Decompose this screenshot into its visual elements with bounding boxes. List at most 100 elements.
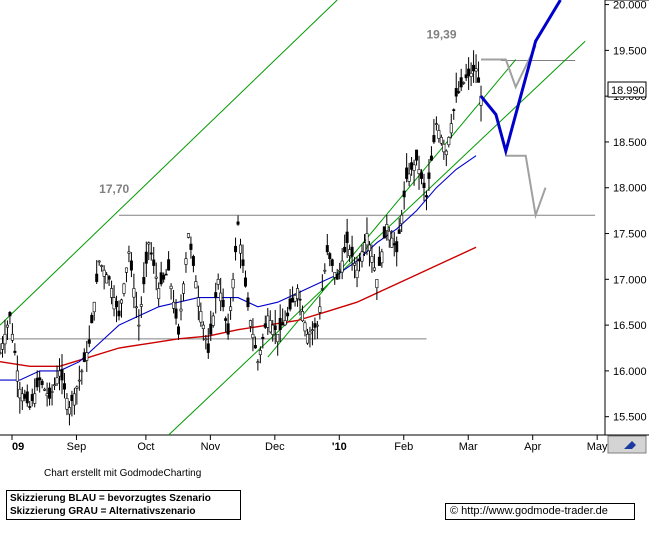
candle-body [33, 393, 37, 404]
candle-body [154, 276, 158, 279]
candle-body [219, 292, 223, 302]
x-tick-label: 09 [12, 441, 24, 453]
candle-body [181, 283, 185, 294]
channel-line [168, 40, 586, 436]
candle-body [417, 169, 421, 174]
candle-body [281, 323, 285, 326]
candle-body [328, 253, 332, 260]
candle-body [206, 343, 210, 353]
candle-body [320, 288, 324, 290]
candle-body [122, 283, 126, 294]
candle-body [167, 259, 171, 271]
scenario-grey-down [505, 154, 547, 220]
candle-body [442, 143, 446, 153]
candle-body [162, 274, 166, 280]
candle-body [149, 252, 153, 255]
candle-body [15, 370, 19, 382]
candle-body [224, 318, 228, 321]
y-tick-label: 18.500 [613, 137, 647, 149]
candle-body [226, 323, 230, 335]
candle-body [256, 361, 260, 364]
chart-credit: Chart erstellt mit GodmodeCharting [44, 468, 202, 479]
candle-body [291, 297, 295, 303]
candle-body [117, 310, 121, 317]
candle-body [325, 245, 329, 253]
candle-body [338, 269, 342, 272]
candle-body [303, 322, 307, 332]
candle-body [439, 137, 443, 144]
candle-body [330, 259, 334, 266]
candle-body [137, 324, 141, 327]
candle-body [340, 260, 344, 273]
candle-body [102, 269, 106, 277]
source-link[interactable]: © http://www.godmode-trader.de [445, 503, 635, 520]
candle-body [402, 190, 406, 198]
candle-body [288, 298, 292, 310]
chart-tool-icon [624, 441, 636, 449]
candle-body [70, 394, 74, 401]
candle-body [432, 135, 436, 143]
candle-body [370, 256, 374, 263]
candle-body [77, 379, 81, 382]
chart-tool-button[interactable] [607, 435, 647, 454]
candle-body [53, 384, 57, 387]
candle-body [355, 269, 359, 279]
y-tick-label: 16.500 [613, 320, 647, 332]
candle-body [385, 224, 389, 231]
candle-body [427, 172, 431, 179]
candle-body [231, 279, 235, 289]
candle-body [236, 221, 240, 225]
candle-body [201, 324, 205, 329]
candle-body [343, 246, 347, 253]
candle-body [261, 336, 265, 340]
candle-body [90, 314, 94, 324]
candle-body [127, 251, 131, 254]
candle-body [243, 277, 247, 287]
candle-body [429, 155, 433, 161]
y-tick-label: 18.000 [613, 183, 647, 195]
candle-body [177, 326, 181, 335]
x-tick-label: Sep [67, 441, 87, 453]
candle-body [194, 281, 198, 289]
candle-body [420, 172, 424, 179]
candle-body [395, 241, 399, 253]
candle-body [139, 304, 143, 307]
candle-body [424, 195, 428, 198]
candle-body [115, 301, 119, 308]
candle-body [410, 162, 414, 170]
candle-body [434, 123, 438, 125]
candle-body [152, 259, 156, 266]
y-tick-label: 19.500 [613, 45, 647, 57]
candle-body [204, 338, 208, 341]
candle-body [415, 149, 419, 161]
candle-body [392, 243, 396, 246]
candle-body [474, 68, 478, 72]
candle-body [382, 226, 386, 239]
last-price-label: 18.990 [611, 85, 645, 97]
candle-body [105, 274, 109, 284]
candle-body [241, 259, 245, 266]
candle-body [85, 352, 89, 361]
moving-average-short [0, 155, 477, 381]
candle-body [164, 273, 168, 276]
x-tick-label: Dec [265, 441, 285, 453]
candle-body [457, 91, 461, 93]
candle-body [365, 233, 369, 246]
candle-body [112, 297, 116, 310]
scenario-grey-up [481, 45, 537, 90]
candle-body [82, 352, 86, 363]
candle-body [58, 370, 62, 377]
candle-body [8, 312, 12, 317]
candle-body [372, 267, 376, 271]
candle-body [25, 391, 29, 404]
candle-body [462, 82, 466, 84]
candle-body [129, 260, 133, 271]
channel-line [267, 59, 517, 358]
candle-body [479, 95, 483, 106]
candle-body [350, 246, 354, 257]
candle-body [248, 320, 252, 327]
candle-body [296, 288, 300, 299]
candle-body [348, 249, 352, 257]
candle-body [300, 311, 304, 322]
